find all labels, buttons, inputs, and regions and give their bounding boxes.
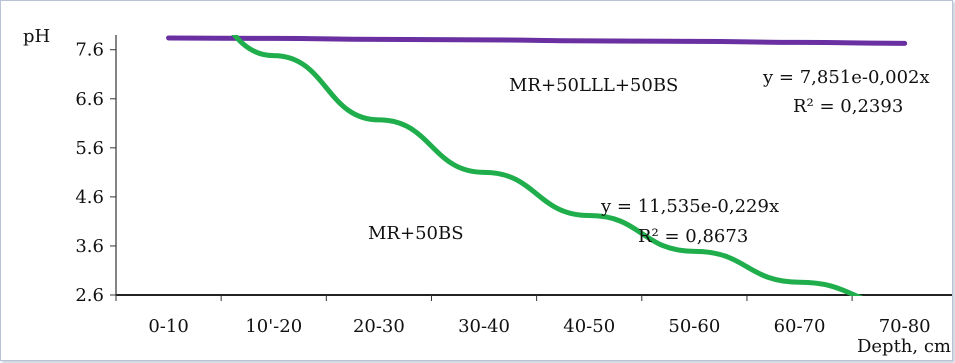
x-tick-label: 70-80 [879,316,931,337]
x-tick-label: 40-50 [563,316,615,337]
equation-mr50lll50bs: y = 7,851e-0,002x [762,67,930,88]
r2-mr50lll50bs: R² = 0,2393 [793,96,903,117]
x-tick-label: 50-60 [668,316,720,337]
x-tick-label: 60-70 [774,316,826,337]
y-ticks: 7.6 6.6 5.6 4.6 3.6 2.6 [75,40,116,306]
series-line-0 [166,35,908,46]
x-tick-label: 20-30 [353,316,405,337]
x-tick-label: 30-40 [458,316,510,337]
x-tick-label: 10'-20 [245,316,302,337]
y-tick-label: 3.6 [75,236,104,257]
y-tick-label: 4.6 [75,187,104,208]
y-tick-label: 2.6 [75,285,104,306]
series-line-1 [231,35,864,296]
series-lines [166,35,908,296]
y-tick-label: 5.6 [75,138,104,159]
y-axis-label: pH [23,26,50,47]
series-points [168,37,905,283]
equation-mr50bs: y = 11,535e-0,229x [600,196,779,217]
y-tick-label: 6.6 [75,89,104,110]
x-axis-label: Depth, cm [857,336,951,357]
r2-mr50bs: R² = 0,8673 [638,226,748,247]
x-ticks: 0-10 10'-20 20-30 30-40 40-50 50-60 60-70 70-80 [115,295,931,337]
series-label-mr50bs: MR+50BS [368,223,464,244]
x-tick-label: 0-10 [148,316,188,337]
y-tick-label: 7.6 [75,40,104,61]
series-label-mr50lll50bs: MR+50LLL+50BS [509,75,678,96]
